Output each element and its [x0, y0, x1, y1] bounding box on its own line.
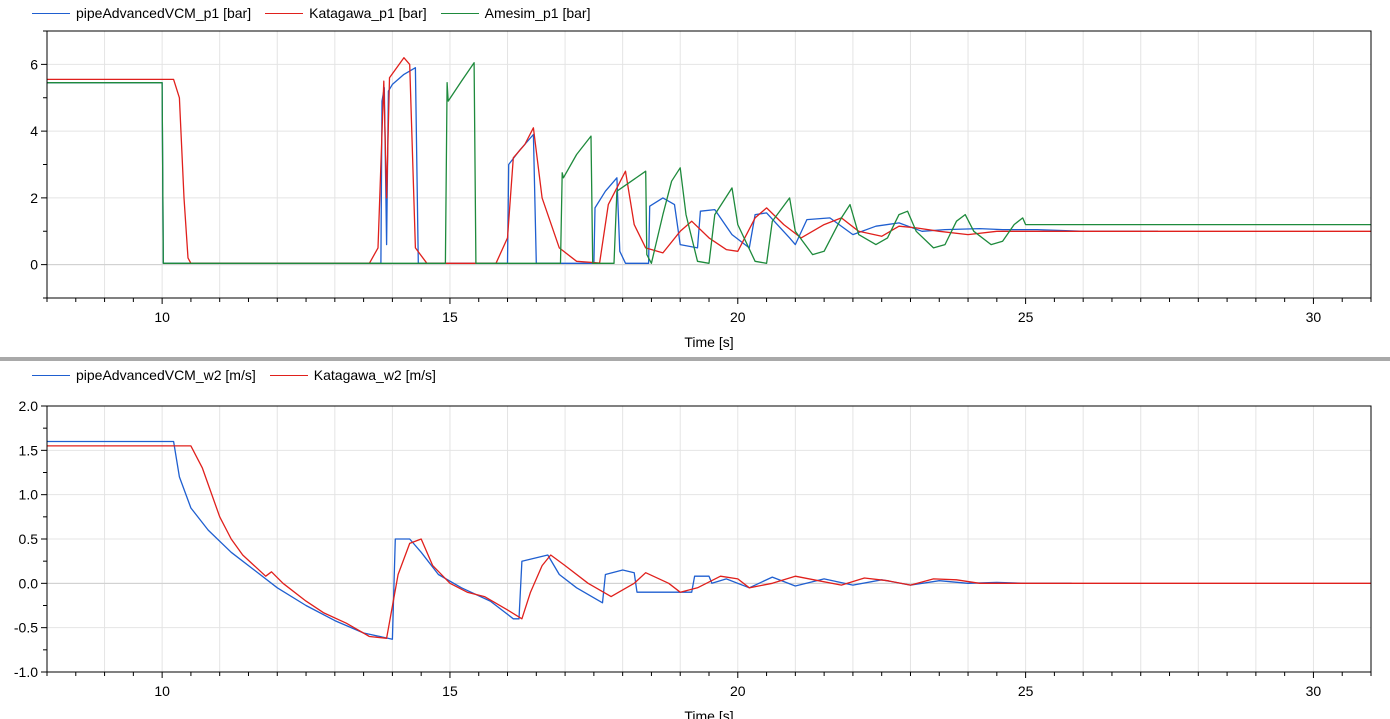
- x-tick-label: 20: [730, 683, 746, 699]
- y-tick-label: 2.0: [19, 398, 39, 414]
- y-tick-label: 2: [30, 190, 38, 206]
- chart-panel-velocity: pipeAdvancedVCM_w2 [m/s] Katagawa_w2 [m/…: [0, 362, 1390, 719]
- series-line-2: [47, 62, 1371, 264]
- chart-legend: pipeAdvancedVCM_p1 [bar] Katagawa_p1 [ba…: [32, 4, 604, 22]
- legend-swatch: [32, 12, 70, 14]
- y-tick-label: 6: [30, 56, 38, 72]
- x-axis-label: Time [s]: [684, 334, 733, 350]
- legend-label: Katagawa_p1 [bar]: [309, 5, 427, 21]
- x-tick-label: 10: [154, 309, 170, 325]
- panel-divider[interactable]: [0, 357, 1390, 361]
- x-tick-label: 30: [1306, 683, 1322, 699]
- legend-item-katagawa-w2: Katagawa_w2 [m/s]: [269, 367, 436, 383]
- legend-swatch: [265, 12, 304, 14]
- x-tick-label: 15: [442, 683, 458, 699]
- legend-item-pipeAdvancedVCM-w2: pipeAdvancedVCM_w2 [m/s]: [32, 367, 256, 383]
- legend-label: Amesim_p1 [bar]: [484, 5, 591, 21]
- x-tick-label: 25: [1018, 683, 1034, 699]
- legend-item-katagawa-p1: Katagawa_p1 [bar]: [265, 5, 427, 21]
- legend-swatch: [440, 12, 479, 14]
- y-tick-label: 0: [30, 257, 38, 273]
- chart-panel-pressure: pipeAdvancedVCM_p1 [bar] Katagawa_p1 [ba…: [0, 0, 1390, 357]
- x-tick-label: 15: [442, 309, 458, 325]
- y-tick-label: 1.5: [19, 442, 39, 458]
- series-line-1: [47, 445, 1371, 639]
- x-tick-label: 20: [730, 309, 746, 325]
- y-tick-label: 4: [30, 123, 38, 139]
- legend-item-amesim-p1: Amesim_p1 [bar]: [440, 5, 591, 21]
- legend-swatch: [32, 374, 70, 376]
- velocity-plot: 10 15 20 25 30 -1.0 -0.5 0.0 0.5 1.0 1.5 2.0 Time […: [14, 398, 1372, 719]
- series-line-1: [47, 57, 1371, 264]
- y-tick-label: 0.0: [19, 575, 39, 591]
- legend-label: pipeAdvancedVCM_p1 [bar]: [76, 5, 252, 21]
- x-tick-label: 30: [1306, 309, 1322, 325]
- series-line-0: [47, 440, 1072, 640]
- y-tick-label: 1.0: [19, 487, 39, 503]
- x-tick-label: 25: [1018, 309, 1034, 325]
- series-line-0: [47, 67, 1158, 264]
- y-tick-label: -1.0: [14, 664, 38, 680]
- legend-label: pipeAdvancedVCM_w2 [m/s]: [76, 367, 256, 383]
- y-tick-label: -0.5: [14, 620, 38, 636]
- y-tick-label: 0.5: [19, 531, 39, 547]
- legend-swatch: [269, 374, 308, 376]
- legend-label: Katagawa_w2 [m/s]: [313, 367, 436, 383]
- x-tick-label: 10: [154, 683, 170, 699]
- pressure-plot: 10 15 20 25 30 0 2 4 6 Time [s]: [30, 30, 1372, 350]
- x-axis-label: Time [s]: [684, 708, 733, 719]
- legend-item-pipeAdvancedVCM-p1: pipeAdvancedVCM_p1 [bar]: [32, 5, 251, 21]
- chart-legend: pipeAdvancedVCM_w2 [m/s] Katagawa_w2 [m/…: [32, 366, 450, 384]
